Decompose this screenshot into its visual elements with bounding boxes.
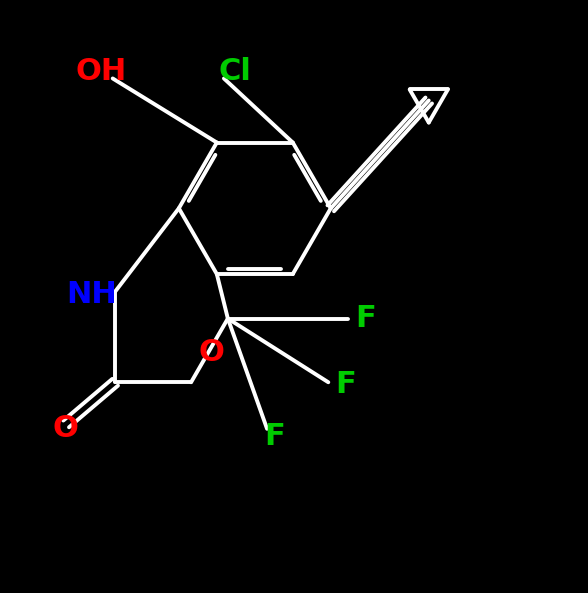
Text: Cl: Cl: [218, 56, 251, 85]
Text: F: F: [336, 370, 356, 399]
Text: F: F: [355, 304, 376, 333]
Text: O: O: [198, 339, 225, 367]
Text: NH: NH: [66, 279, 117, 308]
Text: F: F: [265, 422, 285, 451]
Text: OH: OH: [76, 56, 127, 85]
Text: O: O: [53, 415, 79, 444]
